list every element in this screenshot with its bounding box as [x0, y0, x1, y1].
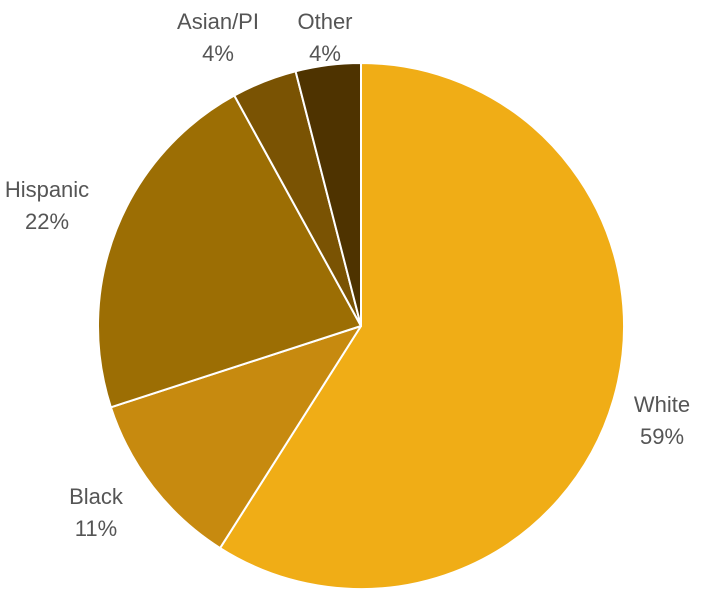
pie-slice-other — [294, 62, 362, 327]
pie-slice-black — [109, 325, 362, 550]
slice-label-white: White — [634, 392, 690, 417]
slice-percent-other: 4% — [309, 41, 341, 66]
slice-label-asian-pi: Asian/PI — [177, 9, 259, 34]
pie-slice-hispanic — [97, 94, 362, 409]
slice-label-other: Other — [297, 9, 352, 34]
slices-layer — [97, 62, 625, 590]
slice-percent-asian-pi: 4% — [202, 41, 234, 66]
slice-label-black: Black — [69, 484, 124, 509]
slice-label-hispanic: Hispanic — [5, 177, 89, 202]
slice-percent-hispanic: 22% — [25, 209, 69, 234]
labels-layer: White 59% Black 11% Hispanic 22% Asian/PI 4% Oth… — [5, 9, 690, 541]
slice-percent-black: 11% — [75, 516, 117, 541]
slice-percent-white: 59% — [640, 424, 684, 449]
